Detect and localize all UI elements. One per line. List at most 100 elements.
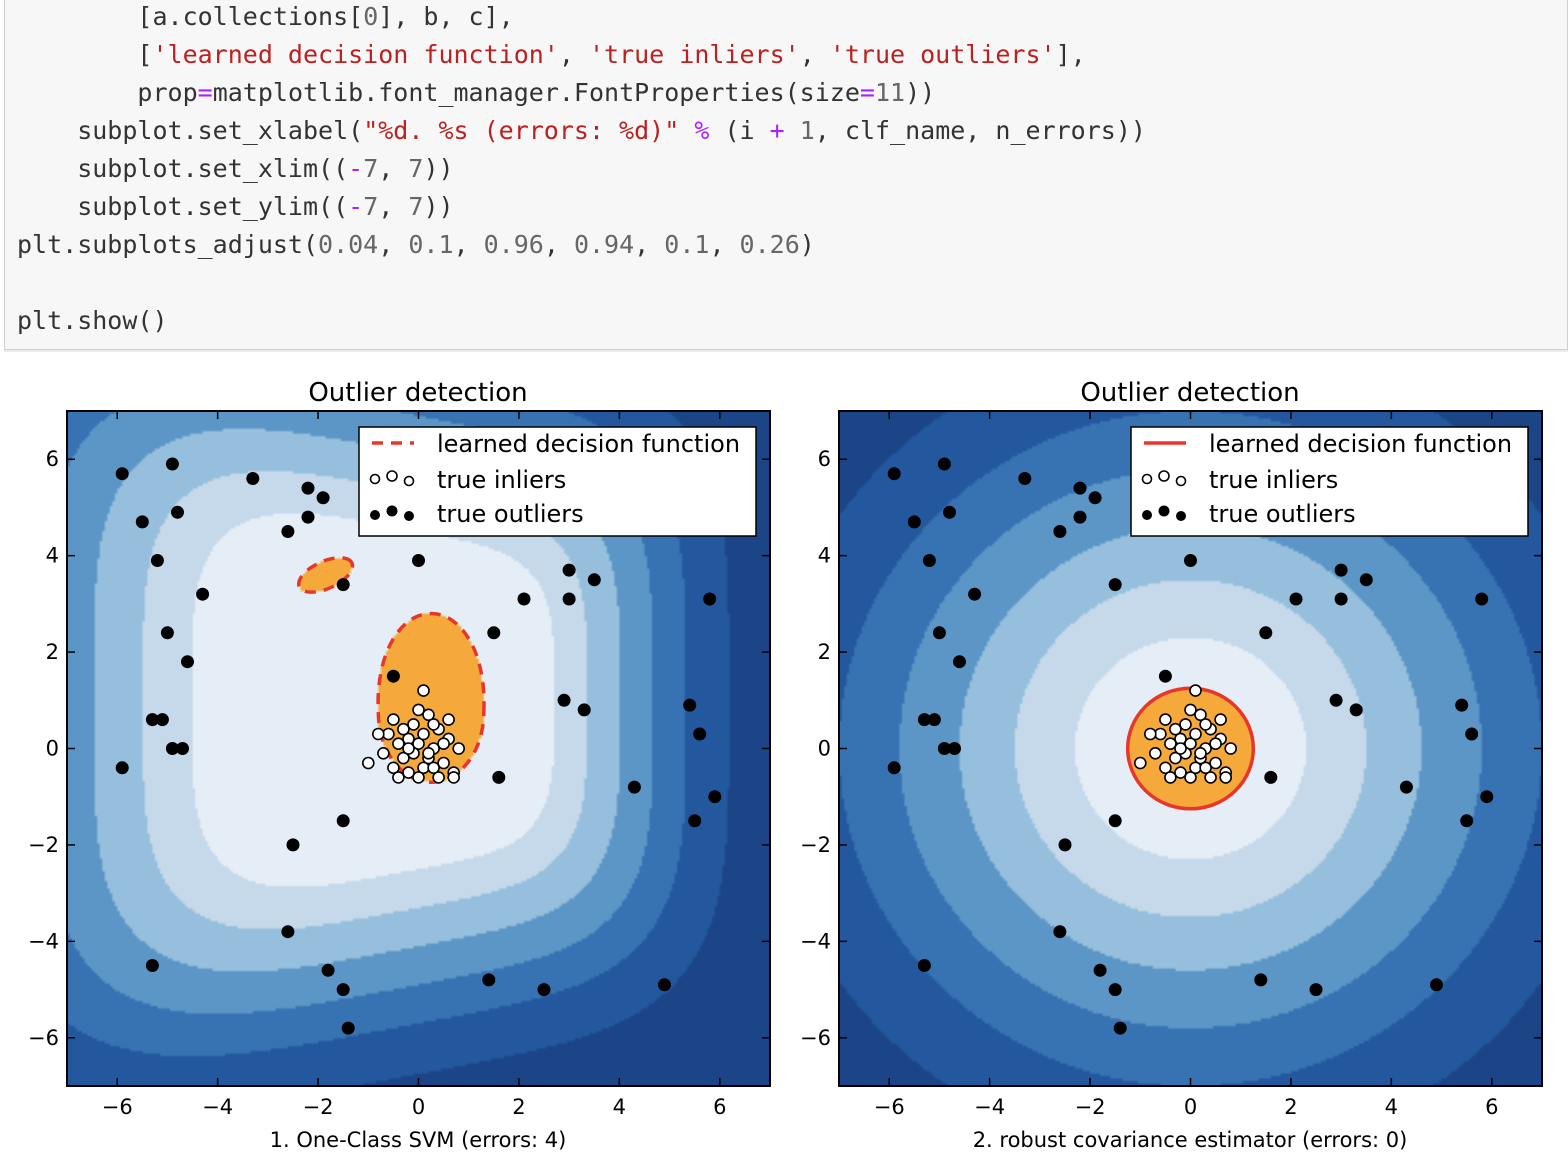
y-tick-label: 6 — [818, 447, 831, 471]
outlier-point — [703, 592, 717, 606]
x-tick-label: 6 — [1485, 1095, 1498, 1119]
inlier-point — [387, 761, 400, 775]
code-editor[interactable]: [a.collections[0], b, c], ['learned deci… — [17, 0, 1146, 340]
outlier-point — [1334, 563, 1348, 577]
outlier-point — [968, 587, 982, 601]
inlier-point — [361, 756, 375, 770]
code-token: [a.collections[ — [17, 2, 364, 31]
inlier-point — [452, 742, 466, 755]
code-token: 0.26 — [739, 230, 800, 259]
code-token: 0.96 — [483, 230, 544, 259]
outlier-point — [537, 983, 551, 997]
outlier-point — [587, 573, 601, 587]
outlier-point — [336, 814, 350, 828]
outlier-point — [1113, 1021, 1127, 1035]
code-token: )) — [423, 192, 454, 221]
inlier-point — [1169, 751, 1182, 765]
legend-box — [358, 426, 757, 537]
outlier-point — [1184, 554, 1197, 567]
inlier-point — [437, 756, 450, 770]
inlier-point — [1219, 771, 1232, 784]
subplot-1: Outlier detection −6 −4 −2 0 2 4 6 −6 −4 −2 0 2 4 6 1… — [28, 378, 771, 1152]
code-token: 0.1 — [664, 230, 710, 259]
axis-ticks: −6 −4 −2 0 2 4 6 −6 −4 −2 0 2 4 6 — [800, 411, 1542, 1119]
outlier-point — [482, 973, 496, 987]
outlier-point — [887, 761, 901, 775]
code-token: 1 — [799, 116, 815, 145]
outlier-point — [487, 626, 501, 640]
outlier-point — [708, 790, 722, 804]
outlier-point — [316, 491, 330, 505]
output-figure: Outlier detection −6 −4 −2 0 2 4 6 −6 −4 −2 0 2 4 6 1… — [28, 378, 1543, 1152]
outlier-point — [341, 1021, 355, 1035]
y-tick-label: −6 — [800, 1026, 831, 1050]
x-tick-label: −2 — [1075, 1095, 1106, 1119]
y-tick-label: −2 — [28, 833, 59, 857]
decision-boundary-contour — [376, 611, 486, 784]
inlier-point — [387, 713, 400, 726]
outlier-point — [301, 510, 315, 524]
x-tick-label: 2 — [1284, 1095, 1297, 1119]
outlier-point — [1058, 838, 1072, 852]
outlier-point — [1475, 592, 1489, 606]
code-token — [679, 116, 694, 145]
y-tick-label: −4 — [28, 929, 59, 953]
outlier-point — [577, 703, 591, 717]
subplot-2-xlabel: 2. robust covariance estimator (errors: … — [973, 1128, 1408, 1152]
inlier-point — [1134, 756, 1147, 770]
outlier-point — [246, 472, 260, 485]
inlier-point — [1224, 742, 1237, 755]
inlier-point — [432, 771, 445, 784]
inlier-point — [422, 708, 435, 722]
code-cell[interactable]: [a.collections[0], b, c], ['learned deci… — [4, 0, 1568, 350]
inlier-point — [437, 737, 450, 751]
outlier-point — [1108, 578, 1122, 592]
x-tick-label: 4 — [1385, 1095, 1398, 1119]
outlier-point — [145, 713, 159, 727]
outlier-point — [907, 515, 921, 529]
axis-ticks: −6 −4 −2 0 2 4 6 −6 −4 −2 0 2 4 6 — [28, 411, 770, 1119]
y-tick-label: 0 — [46, 737, 59, 761]
legend-inlier-marker — [1141, 470, 1187, 487]
outlier-point — [171, 505, 184, 519]
legend-label-outliers: true outliers — [1209, 500, 1356, 528]
code-token: 0.94 — [573, 230, 635, 259]
outlier-point — [1430, 978, 1443, 992]
code-token: ], — [1055, 40, 1086, 69]
outlier-point — [1093, 963, 1107, 977]
inlier-point — [447, 771, 461, 784]
legend-label-inliers: true inliers — [1209, 466, 1338, 494]
inlier-point — [1159, 761, 1172, 775]
y-tick-label: −6 — [28, 1026, 59, 1050]
outlier-point — [932, 626, 946, 640]
code-token: 7 — [408, 192, 424, 221]
outlier-point — [386, 669, 400, 683]
x-tick-label: 6 — [713, 1095, 726, 1119]
outlier-point — [1480, 790, 1494, 804]
outlier-point — [1053, 925, 1067, 939]
code-token: - — [348, 192, 364, 221]
x-tick-label: −4 — [974, 1095, 1005, 1119]
code-token: , — [558, 40, 589, 69]
outlier-point — [683, 698, 697, 712]
code-token: [ — [17, 40, 153, 69]
x-tick-label: −6 — [102, 1095, 133, 1119]
subplot-1-xlabel: 1. One-Class SVM (errors: 4) — [270, 1128, 567, 1152]
code-token: , — [378, 154, 409, 183]
outlier-point — [301, 481, 315, 495]
inlier-point — [417, 684, 430, 697]
code-token: + — [769, 116, 785, 145]
code-token: , — [634, 230, 665, 259]
inlier-point — [1169, 722, 1182, 736]
x-tick-label: −6 — [874, 1095, 905, 1119]
inlier-point — [412, 771, 425, 784]
code-token: 7 — [408, 154, 424, 183]
outlier-point — [135, 515, 149, 529]
inlier-point — [397, 722, 410, 736]
outlier-point — [1158, 669, 1172, 683]
outlier-point — [887, 467, 901, 481]
inlier-point — [1199, 761, 1212, 775]
y-tick-label: −4 — [800, 929, 831, 953]
inlier-point — [1164, 737, 1177, 751]
x-tick-label: 0 — [412, 1095, 425, 1119]
